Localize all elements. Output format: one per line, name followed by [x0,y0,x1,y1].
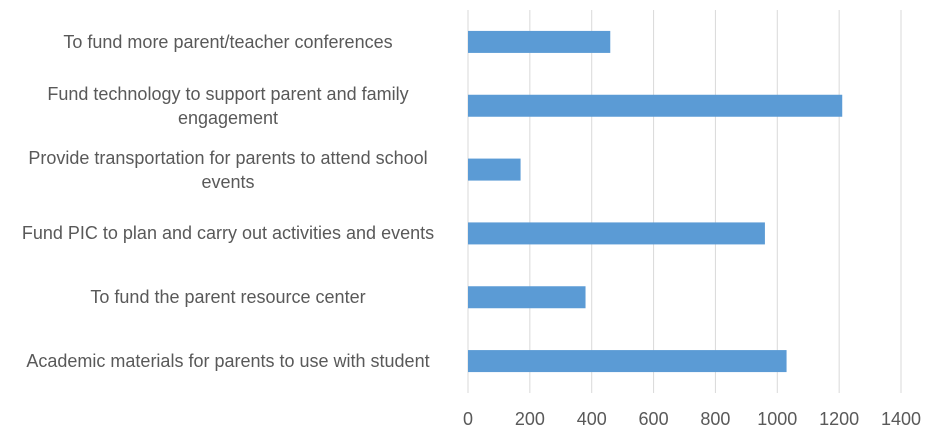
x-tick-label: 0 [463,409,473,429]
y-tick-label: To fund the parent resource center [90,287,366,308]
bar [468,286,586,309]
bar [468,30,611,53]
bar [468,158,521,181]
y-tick-label: Fund technology to support parent and fa… [47,83,409,128]
x-tick-label: 1000 [757,409,797,429]
x-tick-label: 1200 [819,409,859,429]
bar [468,222,765,245]
x-tick-label: 400 [577,409,607,429]
x-tick-label: 600 [639,409,669,429]
y-tick-label: To fund more parent/teacher conferences [63,31,393,52]
y-tick-label: Academic materials for parents to use wi… [26,351,430,372]
x-tick-label: 800 [700,409,730,429]
x-tick-label: 1400 [881,409,921,429]
bar [468,350,787,373]
bar [468,94,843,117]
y-tick-label: Fund PIC to plan and carry out activitie… [21,223,435,244]
y-tick-label: Provide transportation for parents to at… [28,147,428,192]
x-tick-label: 200 [515,409,545,429]
